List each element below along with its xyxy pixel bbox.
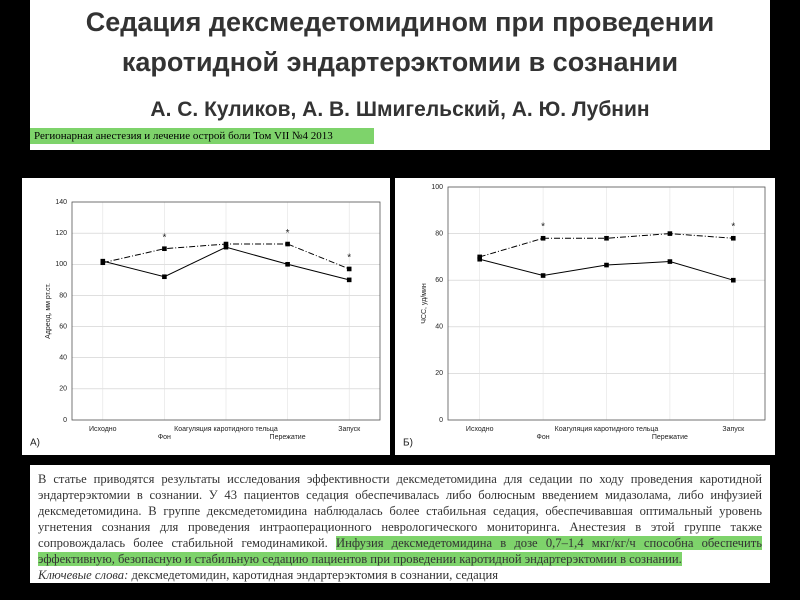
chart-panel (22, 178, 390, 455)
point (604, 235, 609, 241)
point (604, 262, 609, 268)
y-axis-label: Адреод, мм рт.ст. (45, 283, 52, 339)
y-tick-label: 80 (59, 292, 67, 299)
y-tick-label: 40 (435, 324, 443, 331)
y-tick-label: 140 (55, 199, 67, 206)
y-tick-label: 100 (55, 261, 67, 268)
abstract: В статье приводятся результаты исследова… (30, 465, 770, 583)
point (162, 246, 167, 252)
y-tick-label: 0 (63, 417, 67, 424)
point (346, 277, 352, 283)
y-tick-label: 60 (59, 323, 67, 330)
y-tick-label: 100 (431, 184, 443, 191)
point (731, 277, 736, 283)
annotation: * (541, 221, 545, 232)
point (477, 256, 482, 262)
point (285, 261, 290, 267)
panel-label: Б) (403, 438, 413, 449)
point (223, 241, 229, 247)
y-tick-label: 0 (439, 417, 443, 424)
panel-label: А) (30, 438, 40, 449)
y-tick-label: 60 (435, 277, 443, 284)
point (540, 273, 546, 278)
x-tick-label: Фон (158, 434, 171, 441)
y-tick-label: 20 (435, 370, 443, 377)
point (731, 235, 736, 241)
point (285, 241, 290, 247)
chart-panel (395, 178, 775, 455)
point (223, 244, 229, 250)
point (667, 259, 673, 264)
plot-frame (71, 201, 381, 421)
x-tick-label: Фон (537, 434, 550, 441)
x-tick-label: Пережатие (270, 434, 306, 441)
y-tick-label: 20 (59, 386, 67, 393)
annotation: * (162, 232, 166, 243)
y-tick-label: 80 (435, 230, 443, 237)
keywords-label: Ключевые слова: (38, 568, 129, 582)
plot-frame (447, 186, 766, 421)
title-line: каротидной эндартерэктомии в сознании (121, 47, 679, 77)
annotation: * (286, 228, 290, 239)
authors: А. С. Куликов, А. В. Шмигельский, А. Ю. … (150, 98, 650, 121)
point (540, 235, 546, 241)
point (162, 274, 167, 280)
annotation: * (347, 253, 351, 264)
y-tick-label: 40 (59, 355, 67, 362)
x-tick-label: Запуск (722, 426, 745, 433)
point (100, 258, 106, 264)
x-tick-label: Пережатие (652, 434, 688, 441)
point (346, 266, 352, 272)
y-tick-label: 120 (55, 230, 67, 237)
title-line: Седация дексмедетомидином при проведении (85, 7, 715, 37)
x-tick-label: Коагуляция каротидного тельца (174, 426, 278, 433)
x-tick-label: Коагуляция каротидного тельца (555, 426, 659, 433)
abstract-text: В статье приводятся результаты исследова… (38, 472, 762, 550)
x-tick-label: Запуск (338, 426, 361, 433)
x-tick-label: Исходно (89, 426, 117, 433)
point (477, 254, 482, 260)
annotation: * (731, 221, 735, 232)
y-axis-label: ЧСС, уд/мин (421, 283, 428, 324)
journal: Регионарная анестезия и лечение острой б… (30, 128, 374, 144)
header-panel: Седация дексмедетомидином при проведении… (30, 0, 770, 150)
keywords: дексмедетомидин, каротидная эндартерэкто… (131, 568, 499, 582)
point (667, 231, 673, 236)
x-tick-label: Исходно (466, 426, 494, 433)
